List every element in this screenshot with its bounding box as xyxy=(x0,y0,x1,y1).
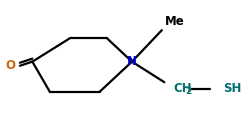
Text: Me: Me xyxy=(164,15,184,28)
Text: O: O xyxy=(5,59,15,72)
Text: N: N xyxy=(127,55,137,68)
Text: 2: 2 xyxy=(186,87,192,96)
Text: SH: SH xyxy=(223,82,241,95)
Text: CH: CH xyxy=(173,82,192,95)
